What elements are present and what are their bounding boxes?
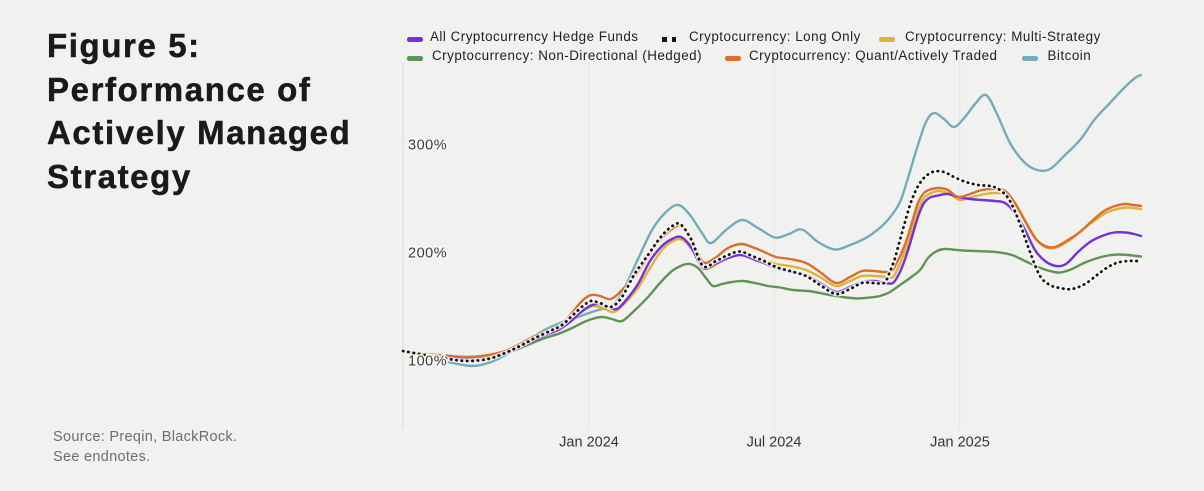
svg-text:Jan 2024: Jan 2024 xyxy=(559,435,619,451)
svg-text:200%: 200% xyxy=(408,246,447,262)
svg-text:Jan 2025: Jan 2025 xyxy=(930,435,990,451)
svg-text:300%: 300% xyxy=(408,138,447,154)
svg-text:100%: 100% xyxy=(408,354,447,370)
svg-text:Jul 2024: Jul 2024 xyxy=(747,435,802,451)
